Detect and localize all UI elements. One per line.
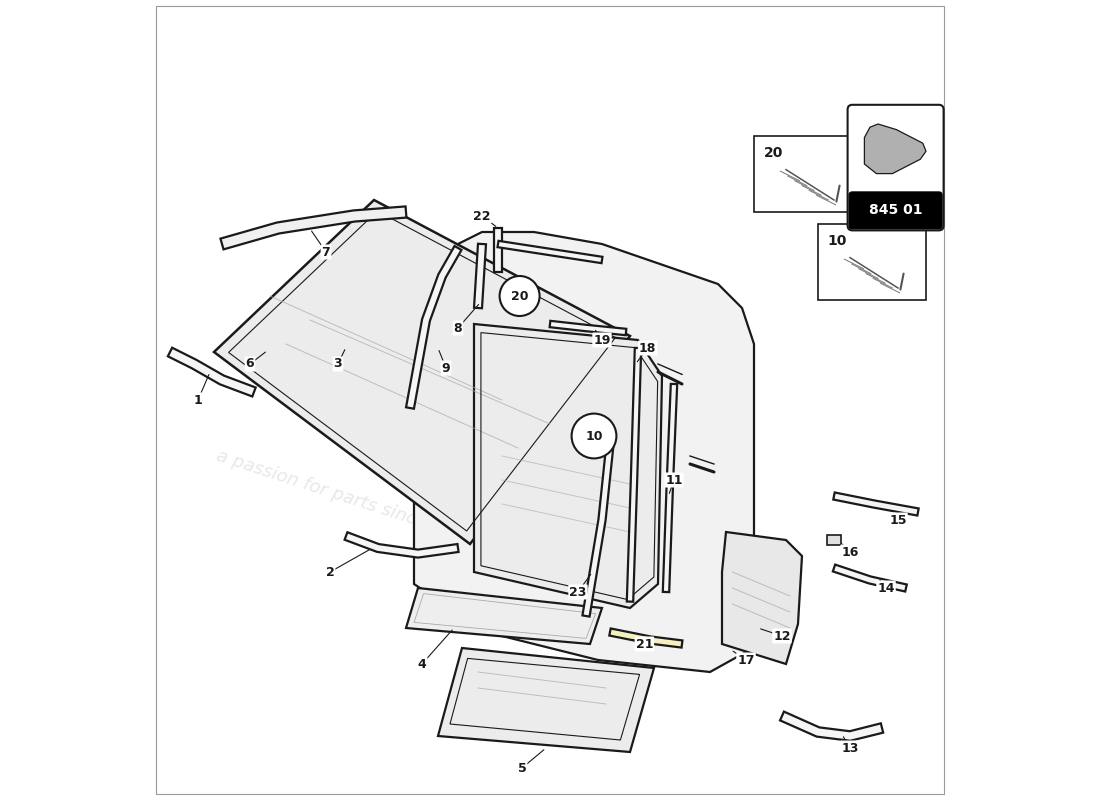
Text: europ: europ xyxy=(294,251,637,445)
Polygon shape xyxy=(168,348,255,397)
Text: 6: 6 xyxy=(245,358,254,370)
Text: 8: 8 xyxy=(453,322,462,334)
Text: 16: 16 xyxy=(842,546,859,558)
Polygon shape xyxy=(609,629,682,647)
Polygon shape xyxy=(865,124,926,174)
Polygon shape xyxy=(722,532,802,664)
Text: 13: 13 xyxy=(842,742,859,754)
Polygon shape xyxy=(497,241,603,263)
Text: a passion for parts since 1985: a passion for parts since 1985 xyxy=(214,447,478,548)
Text: 12: 12 xyxy=(773,630,791,642)
Text: 15: 15 xyxy=(889,514,906,526)
Polygon shape xyxy=(438,648,654,752)
Text: 20: 20 xyxy=(763,146,783,160)
Polygon shape xyxy=(220,206,406,250)
FancyBboxPatch shape xyxy=(342,334,366,354)
Text: 10: 10 xyxy=(585,430,603,442)
Text: 3: 3 xyxy=(333,358,342,370)
Polygon shape xyxy=(663,384,678,592)
Text: 19: 19 xyxy=(593,334,611,346)
Text: 22: 22 xyxy=(473,210,491,222)
FancyBboxPatch shape xyxy=(318,338,342,358)
FancyBboxPatch shape xyxy=(848,105,944,230)
Polygon shape xyxy=(474,324,662,608)
Polygon shape xyxy=(406,246,462,409)
Text: 20: 20 xyxy=(510,290,528,302)
Text: 9: 9 xyxy=(442,362,450,374)
Polygon shape xyxy=(406,588,602,644)
Text: 845 01: 845 01 xyxy=(869,203,922,218)
FancyBboxPatch shape xyxy=(818,224,926,300)
Circle shape xyxy=(499,276,540,316)
Text: 1: 1 xyxy=(194,394,202,406)
Text: 14: 14 xyxy=(878,582,894,594)
Polygon shape xyxy=(344,532,459,558)
Text: 10: 10 xyxy=(827,234,847,248)
Polygon shape xyxy=(582,444,614,617)
Polygon shape xyxy=(474,244,486,308)
Polygon shape xyxy=(214,200,630,544)
Polygon shape xyxy=(494,228,502,272)
FancyBboxPatch shape xyxy=(754,136,862,212)
Polygon shape xyxy=(550,321,626,335)
Text: 5: 5 xyxy=(518,762,527,774)
FancyBboxPatch shape xyxy=(719,642,733,654)
FancyBboxPatch shape xyxy=(849,192,942,229)
Text: 17: 17 xyxy=(737,654,755,666)
FancyBboxPatch shape xyxy=(827,534,842,546)
Text: 11: 11 xyxy=(666,474,683,486)
Polygon shape xyxy=(627,348,641,602)
FancyBboxPatch shape xyxy=(262,338,286,358)
Polygon shape xyxy=(833,565,906,591)
Text: 4: 4 xyxy=(418,658,427,670)
Text: 2: 2 xyxy=(326,566,334,578)
Polygon shape xyxy=(414,232,754,672)
Text: 21: 21 xyxy=(636,638,653,650)
Text: 18: 18 xyxy=(639,342,657,354)
Text: 7: 7 xyxy=(321,246,330,258)
Polygon shape xyxy=(834,493,918,515)
Text: 23: 23 xyxy=(570,586,586,598)
Polygon shape xyxy=(780,712,883,741)
Circle shape xyxy=(572,414,616,458)
